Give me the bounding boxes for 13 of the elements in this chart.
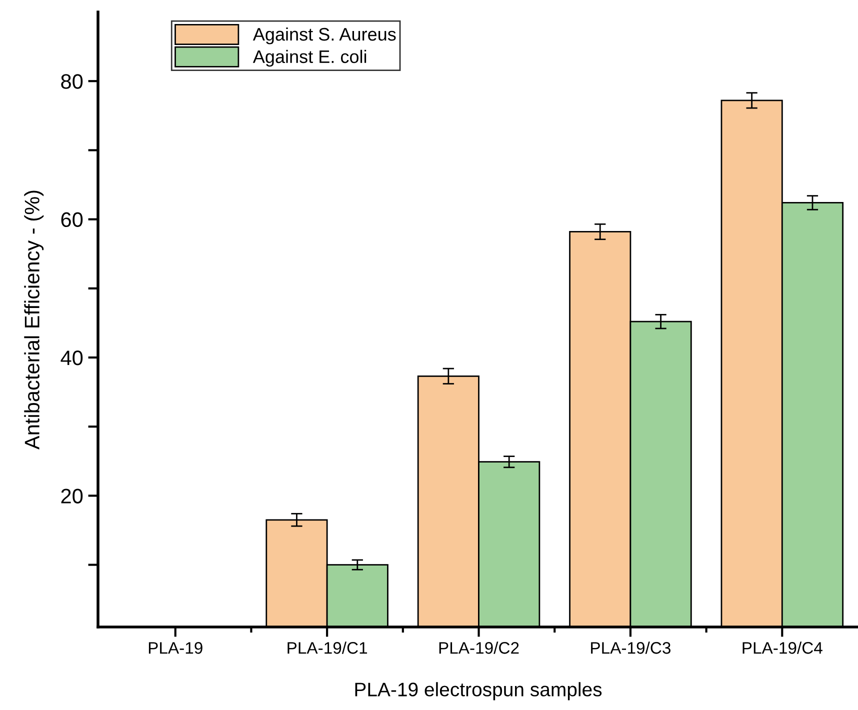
x-tick-label: PLA-19/C3	[591, 642, 670, 654]
x-tick-label: PLA-19/C2	[439, 642, 519, 654]
y-axis-title: Antibacterial Efficiency - (%)	[24, 190, 44, 450]
y-tick-label: 20	[61, 488, 83, 504]
legend-label: Against S. Aureus	[252, 27, 396, 44]
x-tick-label: PLA-19/C1	[288, 642, 368, 654]
y-tick-label: 80	[61, 74, 83, 89]
x-axis-title: PLA-19 electrospun samples	[355, 682, 602, 700]
y-tick-label: 40	[60, 350, 83, 366]
legend-label: Against E. coli	[252, 50, 366, 67]
x-tick-label: PLA-19	[148, 642, 202, 654]
y-tick-label: 60	[61, 212, 83, 228]
x-tick-label: PLA-19/C4	[742, 642, 822, 654]
